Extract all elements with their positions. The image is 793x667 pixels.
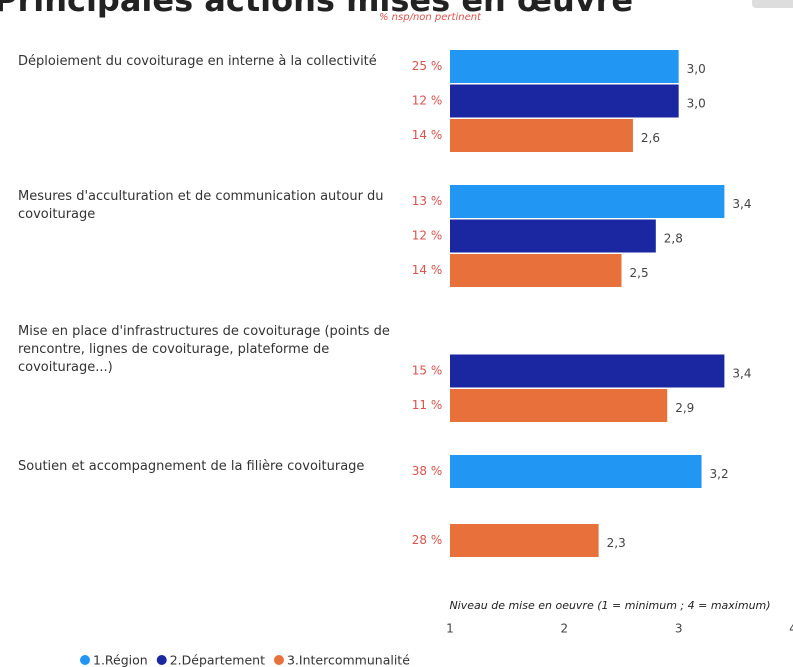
bar: [450, 185, 725, 218]
subtitle: % nsp/non pertinent: [379, 12, 482, 23]
bar: [450, 50, 679, 83]
nsp-label: 12 %: [412, 229, 443, 243]
value-label: 2,6: [641, 131, 660, 145]
value-label: 3,4: [732, 197, 751, 211]
chart-title: Principales actions mises en œuvre: [0, 0, 633, 19]
value-label: 2,8: [664, 232, 683, 246]
bar: [450, 389, 668, 422]
nsp-label: 28 %: [412, 533, 443, 547]
nsp-label: 25 %: [412, 59, 443, 73]
value-label: 3,0: [687, 97, 706, 111]
legend-marker: [80, 655, 90, 665]
value-label: 3,2: [710, 467, 729, 481]
legend-label: 2.Département: [170, 653, 265, 667]
x-axis-title: Niveau de mise en oeuvre (1 = minimum ; …: [449, 599, 770, 612]
bar: [450, 254, 622, 287]
x-tick-label: 1: [446, 622, 454, 636]
legend-label: 1.Région: [93, 653, 148, 667]
nsp-label: 12 %: [412, 94, 443, 108]
bar: [450, 219, 656, 253]
value-label: 2,9: [675, 401, 694, 415]
bar: [450, 455, 702, 488]
legend-marker: [156, 655, 167, 665]
nsp-label: 14 %: [412, 128, 443, 142]
x-tick-label: 2: [561, 622, 569, 636]
bar: [450, 84, 679, 118]
nsp-label: 38 %: [412, 464, 443, 478]
x-tick-label: 3: [675, 622, 683, 636]
category-label: Déploiement du covoiturage en interne à …: [18, 54, 377, 69]
category-label: Mesures d'acculturation et de communicat…: [18, 189, 384, 222]
nsp-label: 14 %: [412, 263, 443, 277]
bar: [450, 354, 725, 388]
value-label: 2,3: [607, 536, 626, 550]
bar: [450, 119, 633, 152]
legend-marker: [273, 655, 284, 665]
x-tick-label: 4: [789, 622, 793, 636]
nsp-label: 15 %: [412, 364, 443, 378]
legend-label: 3.Intercommunalité: [287, 653, 410, 667]
value-label: 3,4: [732, 367, 751, 381]
value-label: 3,0: [687, 62, 706, 76]
nsp-label: 11 %: [412, 398, 443, 412]
value-label: 2,5: [630, 266, 649, 280]
nsp-label: 13 %: [412, 194, 443, 208]
bar: [450, 524, 599, 557]
category-label: Soutien et accompagnement de la filière …: [18, 459, 365, 474]
decor: [752, 0, 793, 8]
category-label: Mise en place d'infrastructures de covoi…: [18, 324, 390, 375]
